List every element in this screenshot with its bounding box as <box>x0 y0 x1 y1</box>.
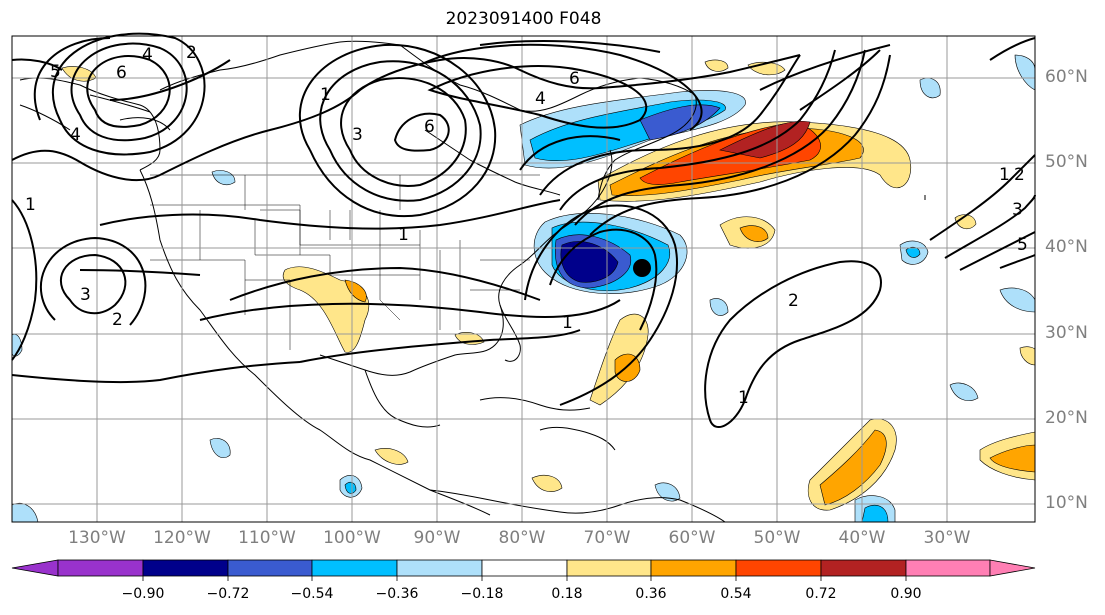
colorbar-segment <box>735 559 822 577</box>
colorbar-tick-label: 0.90 <box>890 586 922 602</box>
lon-label: 100°W <box>323 528 381 548</box>
cold-patch-west-core <box>344 481 357 494</box>
warm-patch-small-5 <box>374 448 409 465</box>
contour-label: 1 <box>25 195 36 215</box>
lon-label: 60°W <box>668 528 716 548</box>
contour-label: 6 <box>569 69 580 89</box>
lon-label: 110°W <box>238 528 296 548</box>
lon-label: 30°W <box>923 528 971 548</box>
contour-label: 3 <box>352 125 363 145</box>
lon-label: 70°W <box>583 528 631 548</box>
lon-label: 130°W <box>68 528 126 548</box>
colorbar-tick-label: 0.36 <box>635 586 667 602</box>
warm-patch-small-3 <box>954 214 977 230</box>
lat-label: 50°N <box>1045 152 1088 172</box>
colorbar-tick-label: −0.72 <box>206 586 250 602</box>
contour-label: 2 <box>788 291 799 311</box>
colorbar-segment <box>905 559 991 577</box>
contour-label: 6 <box>116 63 127 83</box>
map-frame <box>11 35 1036 523</box>
lat-label: 60°N <box>1045 67 1088 87</box>
warm-patch-gulf-core <box>344 279 367 303</box>
contour-label: 5 <box>50 62 61 82</box>
cold-patch-small-5 <box>654 482 681 502</box>
cold-patch-mid-atlantic-core <box>905 246 921 258</box>
colorbar-segment <box>311 559 398 577</box>
contour-label: 6 <box>424 117 435 137</box>
colorbar-segment <box>650 559 737 577</box>
contour-label: 4 <box>70 125 81 145</box>
contour-label: 1 <box>398 225 409 245</box>
contour-label: 4 <box>142 45 153 65</box>
colorbar-tick-label: −0.18 <box>460 586 504 602</box>
warm-patch-mid-core <box>739 225 769 242</box>
colorbar-segment <box>566 559 652 577</box>
colorbar-tick-label: −0.90 <box>121 586 165 602</box>
warm-patch-gulf <box>282 266 370 353</box>
contour-label: 1 <box>562 313 573 333</box>
lon-label: 40°W <box>838 528 886 548</box>
cold-patch-small-2 <box>949 382 979 401</box>
colorbar-segment <box>396 559 483 577</box>
lon-label: 80°W <box>498 528 546 548</box>
lon-label: 90°W <box>413 528 461 548</box>
contour-label: 3 <box>1012 200 1023 220</box>
colorbar-tick-label: 0.72 <box>805 586 837 602</box>
warm-patch-southeast-core <box>819 429 887 506</box>
colorbar-tick-label: 0.54 <box>720 586 752 602</box>
lon-label: 50°W <box>753 528 801 548</box>
colorbar-tick-label: −0.36 <box>375 586 419 602</box>
contour-label: 2 <box>186 43 197 63</box>
colorbar-segment <box>11 559 59 577</box>
contour-label: 2 <box>112 310 123 330</box>
map-title: 2023091400 F048 <box>445 9 602 29</box>
colorbar-segment <box>57 559 144 577</box>
lat-label: 40°N <box>1045 237 1088 257</box>
contour-label: 3 <box>80 285 91 305</box>
colorbar <box>11 559 1036 581</box>
colorbar-segment <box>481 559 568 577</box>
lat-label: 20°N <box>1045 408 1088 428</box>
warm-patch-small-1 <box>704 59 729 72</box>
lat-label: 10°N <box>1045 493 1088 513</box>
colorbar-tick-label: −0.54 <box>290 586 334 602</box>
cold-patch-small-8 <box>11 334 23 357</box>
contour-label: 4 <box>535 89 546 109</box>
colorbar-segment <box>989 559 1036 577</box>
contour-label: 1 <box>999 165 1010 185</box>
cold-patch-small-4 <box>209 438 231 459</box>
colorbar-segment <box>227 559 313 577</box>
contour-label-group: 6 4 2 5 4 1 3 6 4 6 1 1 2 1 1 3 2 5 3 2 … <box>25 43 1028 408</box>
cold-patch-small-6 <box>211 170 236 185</box>
storm-center-marker <box>633 259 651 277</box>
lon-label: 120°W <box>153 528 211 548</box>
lat-label: 30°N <box>1045 323 1088 343</box>
warm-patch-small-6 <box>531 475 563 492</box>
colorbar-segment <box>820 559 907 577</box>
colorbar-segment <box>142 559 229 577</box>
contours <box>11 32 1036 429</box>
colorbar-tick-label: 0.18 <box>551 586 583 602</box>
contour-label: 1 <box>738 388 749 408</box>
contour-label: 5 <box>1017 235 1028 255</box>
contour-label: 1 <box>320 85 331 105</box>
cold-patch-small-3 <box>709 298 729 316</box>
contour-label: 2 <box>1014 165 1025 185</box>
